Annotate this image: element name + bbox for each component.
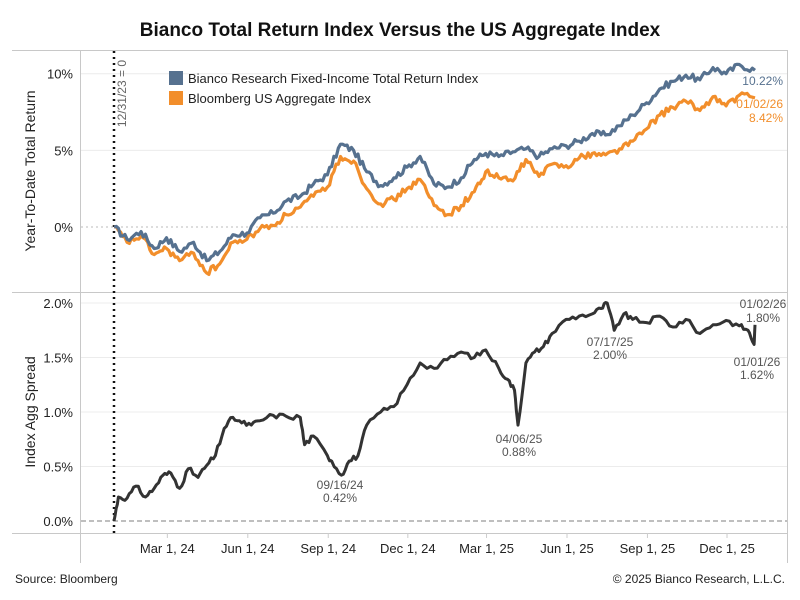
x-tick-label: Jun 1, 24 <box>221 541 275 556</box>
bianco-end-label: 10.22% <box>742 74 783 88</box>
spread-series-line <box>112 301 757 522</box>
x-tick-label: Mar 1, 25 <box>459 541 514 556</box>
x-tick-label: Sep 1, 25 <box>620 541 676 556</box>
y-tick-label: 10% <box>47 67 73 82</box>
x-ticks: Mar 1, 24 Jun 1, 24 Sep 1, 24 Dec 1, 24 Mar … <box>140 533 755 556</box>
annotation-value: 0.42% <box>323 491 357 505</box>
annotation-date: 09/16/24 <box>317 478 364 492</box>
x-tick-label: Jun 1, 25 <box>540 541 594 556</box>
y-tick-label: 0.0% <box>43 514 73 529</box>
annotation-date: 04/06/25 <box>496 432 543 446</box>
bottom-y-axis-label: Index Agg Spread <box>22 356 38 467</box>
frame <box>12 50 788 563</box>
top-y-axis-label: Year-To-Date Total Return <box>22 90 38 251</box>
bianco-series-line <box>113 62 757 263</box>
y-tick-label: 1.5% <box>43 351 73 366</box>
legend-swatch-bianco <box>169 71 183 85</box>
spread-annotations: 09/16/24 0.42% 04/06/25 0.88% 07/17/25 2… <box>317 297 787 505</box>
bottom-panel-grid <box>81 302 787 522</box>
y-tick-label: 0% <box>54 220 73 235</box>
x-tick-label: Dec 1, 25 <box>699 541 755 556</box>
source-note: Source: Bloomberg <box>15 572 118 586</box>
y-tick-label: 5% <box>54 143 73 158</box>
annotation-date: 01/01/26 <box>734 355 781 369</box>
aggregate-end-date-label: 01/02/26 <box>736 97 783 111</box>
x-tick-label: Mar 1, 24 <box>140 541 195 556</box>
y-tick-label: 1.0% <box>43 405 73 420</box>
x-tick-label: Sep 1, 24 <box>300 541 356 556</box>
top-series-lines <box>113 62 757 276</box>
legend-label-aggregate: Bloomberg US Aggregate Index <box>188 91 371 106</box>
chart-title: Bianco Total Return Index Versus the US … <box>140 20 661 41</box>
reference-date-label: 12/31/23 = 0 <box>115 60 129 127</box>
x-tick-label: Dec 1, 24 <box>380 541 436 556</box>
annotation-value: 2.00% <box>593 348 627 362</box>
annotation-date: 07/17/25 <box>587 335 634 349</box>
y-tick-label: 2.0% <box>43 296 73 311</box>
annotation-date: 01/02/26 <box>740 297 787 311</box>
legend: Bianco Research Fixed-Income Total Retur… <box>169 71 479 106</box>
bottom-series-lines <box>112 301 757 522</box>
top-panel-grid <box>81 73 787 228</box>
bottom-y-ticks: 0.0% 0.5% 1.0% 1.5% 2.0% <box>43 296 73 529</box>
top-y-ticks: 0% 5% 10% <box>47 67 73 235</box>
aggregate-series-line <box>113 91 756 276</box>
annotation-date: 0.88% <box>502 445 536 459</box>
annotation-value: 1.80% <box>746 311 780 325</box>
legend-label-bianco: Bianco Research Fixed-Income Total Retur… <box>188 71 479 86</box>
copyright-note: © 2025 Bianco Research, L.L.C. <box>613 572 785 586</box>
y-tick-label: 0.5% <box>43 460 73 475</box>
legend-swatch-aggregate <box>169 91 183 105</box>
aggregate-end-label: 8.42% <box>749 111 783 125</box>
annotation-value: 1.62% <box>740 368 774 382</box>
